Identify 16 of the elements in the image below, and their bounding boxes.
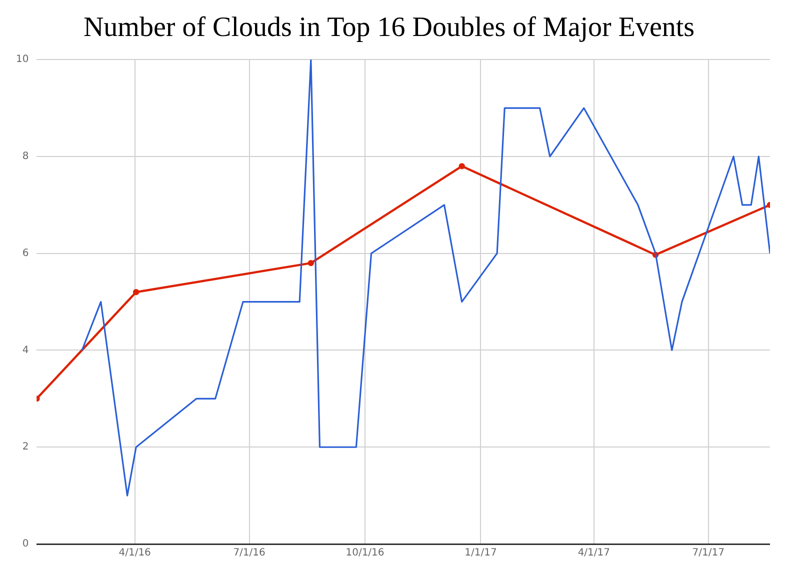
- x-tick-label: 7/1/17: [692, 548, 724, 559]
- y-tick-label: 8: [22, 151, 29, 162]
- y-tick-label: 4: [22, 344, 29, 356]
- point: [132, 289, 140, 296]
- x-tick-label: 4/1/17: [578, 548, 610, 559]
- point: [458, 163, 465, 170]
- x-tick-label: 4/1/16: [118, 548, 151, 559]
- x-tick-label: 7/1/16: [233, 548, 266, 559]
- y-tick-label: 0: [22, 538, 29, 550]
- chart-title: Number of Clouds in Top 16 Doubles of Major Events: [83, 12, 695, 44]
- y-tick-label: 6: [22, 248, 29, 259]
- x-tick-label: 1/1/17: [464, 548, 497, 559]
- y-tick-label: 2: [22, 442, 29, 453]
- x-tick-label: 10/1/16: [346, 548, 384, 559]
- y-tick-label: 10: [16, 54, 29, 66]
- point: [308, 260, 314, 266]
